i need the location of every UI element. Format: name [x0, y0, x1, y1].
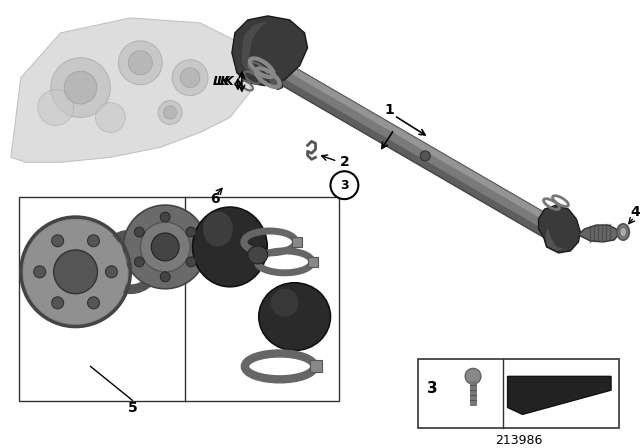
Circle shape: [52, 297, 63, 309]
Circle shape: [128, 51, 152, 75]
Ellipse shape: [620, 227, 627, 237]
Polygon shape: [259, 53, 579, 251]
Polygon shape: [539, 205, 580, 253]
Circle shape: [38, 90, 74, 125]
Circle shape: [21, 217, 131, 327]
Polygon shape: [267, 53, 579, 238]
Circle shape: [118, 41, 162, 85]
Text: LK: LK: [213, 75, 231, 88]
Circle shape: [172, 60, 208, 95]
Polygon shape: [242, 21, 268, 76]
Polygon shape: [232, 16, 308, 86]
Polygon shape: [259, 66, 572, 251]
Circle shape: [158, 100, 182, 125]
Text: 213986: 213986: [495, 434, 542, 447]
Text: LK: LK: [217, 75, 235, 88]
Circle shape: [180, 68, 200, 87]
Text: 6: 6: [210, 192, 220, 206]
Polygon shape: [545, 227, 564, 251]
Circle shape: [88, 297, 99, 309]
Circle shape: [51, 58, 111, 117]
Ellipse shape: [248, 246, 268, 264]
Circle shape: [164, 106, 177, 119]
Ellipse shape: [617, 224, 629, 240]
Circle shape: [134, 257, 144, 267]
Circle shape: [186, 227, 196, 237]
Ellipse shape: [259, 283, 330, 350]
Text: 3: 3: [340, 179, 349, 192]
Circle shape: [106, 266, 117, 278]
Circle shape: [330, 171, 358, 199]
Circle shape: [64, 71, 97, 104]
Circle shape: [52, 235, 63, 247]
Circle shape: [160, 272, 170, 282]
Text: 5: 5: [127, 401, 137, 415]
Bar: [308, 257, 318, 267]
Circle shape: [24, 220, 127, 323]
Circle shape: [160, 212, 170, 222]
Circle shape: [186, 257, 196, 267]
Circle shape: [95, 103, 125, 133]
Circle shape: [134, 227, 144, 237]
Ellipse shape: [203, 211, 233, 246]
Text: 3: 3: [427, 381, 438, 396]
Polygon shape: [579, 225, 618, 242]
Bar: [19, 197, 339, 401]
Circle shape: [54, 250, 97, 294]
Polygon shape: [508, 376, 611, 414]
Circle shape: [124, 205, 207, 289]
Polygon shape: [268, 76, 283, 90]
Bar: [292, 237, 301, 247]
Ellipse shape: [271, 289, 299, 317]
Polygon shape: [11, 18, 255, 162]
Circle shape: [465, 368, 481, 384]
Bar: [310, 361, 321, 372]
Text: 2: 2: [340, 155, 349, 169]
Circle shape: [34, 266, 45, 278]
Bar: [419, 359, 619, 428]
Ellipse shape: [193, 207, 268, 287]
Text: 4: 4: [630, 205, 640, 219]
Text: 1: 1: [385, 103, 394, 116]
Circle shape: [420, 151, 430, 161]
Circle shape: [140, 222, 190, 272]
Circle shape: [88, 235, 99, 247]
Circle shape: [151, 233, 179, 261]
